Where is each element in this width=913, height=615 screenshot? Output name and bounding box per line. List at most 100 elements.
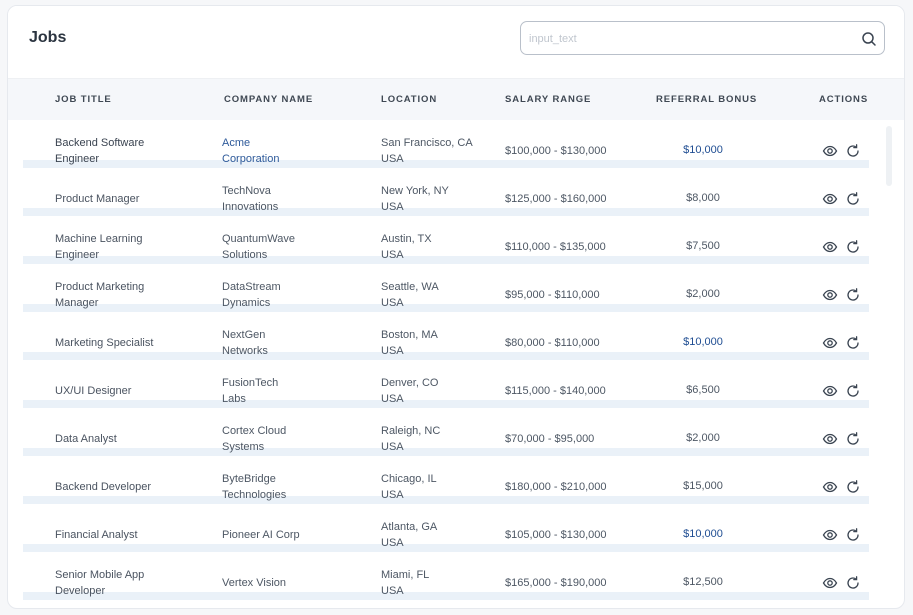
- refresh-icon[interactable]: [845, 287, 861, 303]
- column-header-salary-range[interactable]: SALARY RANGE: [505, 94, 592, 105]
- table-row[interactable]: Senior Mobile App Developer Vertex Vision M…: [23, 552, 869, 600]
- refresh-icon[interactable]: [845, 143, 861, 159]
- salary-range: $70,000 - $95,000: [505, 431, 645, 447]
- refresh-icon[interactable]: [845, 191, 861, 207]
- eye-icon[interactable]: [822, 287, 838, 303]
- referral-bonus: $8,000: [663, 190, 743, 206]
- page-title: Jobs: [29, 29, 67, 46]
- eye-icon[interactable]: [822, 575, 838, 591]
- company-name: ByteBridge Technologies: [222, 471, 342, 503]
- referral-bonus-line1: $12,500: [683, 576, 723, 588]
- salary-range-line1: $115,000 - $140,000: [505, 385, 606, 397]
- salary-range: $95,000 - $110,000: [505, 287, 645, 303]
- company-name-line2: Corporation: [222, 153, 280, 165]
- table-row[interactable]: UX/UI Designer FusionTech Labs Denver, CO US…: [23, 360, 869, 408]
- refresh-icon[interactable]: [845, 431, 861, 447]
- job-title-line1: UX/UI Designer: [55, 385, 132, 397]
- eye-icon[interactable]: [822, 431, 838, 447]
- location-line1: Austin, TX: [381, 233, 432, 245]
- table-row[interactable]: Data Analyst Cortex Cloud Systems Raleigh, …: [23, 408, 869, 456]
- eye-icon[interactable]: [822, 383, 838, 399]
- row-actions: [822, 143, 862, 159]
- table-row[interactable]: Marketing Specialist NextGen Networks Bosto…: [23, 312, 869, 360]
- company-name-line2: Technologies: [222, 489, 287, 501]
- table-row[interactable]: Backend Software Engineer Acme Corporation S…: [23, 120, 869, 168]
- referral-bonus: $10,000: [663, 526, 743, 542]
- jobs-card: Jobs JOB TITLE COMPANY NAME LOCATION SAL…: [7, 5, 905, 609]
- location-line1: Seattle, WA: [381, 281, 439, 293]
- table-row[interactable]: Product Marketing Manager DataStream Dynami…: [23, 264, 869, 312]
- job-title-line2: Engineer: [55, 153, 100, 165]
- salary-range: $115,000 - $140,000: [505, 383, 645, 399]
- job-title: Machine Learning Engineer: [55, 231, 205, 263]
- refresh-icon[interactable]: [845, 239, 861, 255]
- company-name-line2: Dynamics: [222, 297, 271, 309]
- job-title: Data Analyst: [55, 431, 205, 447]
- eye-icon[interactable]: [822, 239, 838, 255]
- job-title: Product Marketing Manager: [55, 279, 205, 311]
- company-name-line1: ByteBridge: [222, 473, 276, 485]
- row-actions: [822, 575, 862, 591]
- table-row[interactable]: Backend Developer ByteBridge Technologies C…: [23, 456, 869, 504]
- company-name-line1: TechNova: [222, 185, 271, 197]
- referral-bonus: $2,000: [663, 430, 743, 446]
- company-name[interactable]: Acme Corporation: [222, 135, 342, 167]
- salary-range: $105,000 - $130,000: [505, 527, 645, 543]
- search-icon[interactable]: [861, 31, 877, 47]
- eye-icon[interactable]: [822, 479, 838, 495]
- salary-range-line1: $165,000 - $190,000: [505, 577, 607, 589]
- column-header-referral-bonus[interactable]: REFERRAL BONUS: [656, 94, 758, 105]
- company-name: QuantumWave Solutions: [222, 231, 342, 263]
- job-title-line2: Engineer: [55, 249, 100, 261]
- location: Seattle, WA USA: [381, 279, 491, 311]
- company-name-line1: QuantumWave: [222, 233, 295, 245]
- location-line2: USA: [381, 393, 404, 405]
- search-box[interactable]: [520, 21, 885, 55]
- location-line2: USA: [381, 153, 404, 165]
- company-name-line2: Labs: [222, 393, 246, 405]
- eye-icon[interactable]: [822, 191, 838, 207]
- table-body: Backend Software Engineer Acme Corporation S…: [23, 120, 869, 608]
- column-header-actions: ACTIONS: [819, 94, 869, 105]
- refresh-icon[interactable]: [845, 335, 861, 351]
- refresh-icon[interactable]: [845, 479, 861, 495]
- scrollbar[interactable]: [886, 126, 892, 186]
- job-title: Backend Developer: [55, 479, 205, 495]
- salary-range: $180,000 - $210,000: [505, 479, 645, 495]
- eye-icon[interactable]: [822, 335, 838, 351]
- refresh-icon[interactable]: [845, 575, 861, 591]
- location-line2: USA: [381, 585, 404, 597]
- column-header-location[interactable]: LOCATION: [381, 94, 438, 105]
- job-title-line2: Developer: [55, 585, 106, 597]
- location-line1: San Francisco, CA: [381, 137, 473, 149]
- table-row[interactable]: Financial Analyst Pioneer AI Corp Atlanta,…: [23, 504, 869, 552]
- table-row[interactable]: Machine Learning Engineer QuantumWave Solut…: [23, 216, 869, 264]
- job-title-line1: Product Marketing: [55, 281, 145, 293]
- search-input[interactable]: [529, 28, 849, 50]
- row-actions: [822, 431, 862, 447]
- page-header: Jobs: [8, 6, 904, 78]
- company-name: TechNova Innovations: [222, 183, 342, 215]
- location-line2: USA: [381, 489, 404, 501]
- column-header-job-title[interactable]: JOB TITLE: [55, 94, 112, 105]
- company-name-line1: Pioneer AI Corp: [222, 529, 300, 541]
- location-line1: New York, NY: [381, 185, 449, 197]
- column-header-company-name[interactable]: COMPANY NAME: [224, 94, 314, 105]
- job-title: UX/UI Designer: [55, 383, 205, 399]
- refresh-icon[interactable]: [845, 527, 861, 543]
- location: Chicago, IL USA: [381, 471, 491, 503]
- refresh-icon[interactable]: [845, 383, 861, 399]
- salary-range: $100,000 - $130,000: [505, 143, 645, 159]
- table-row[interactable]: Product Manager TechNova Innovations New Yo…: [23, 168, 869, 216]
- job-title-line1: Senior Mobile App: [55, 569, 145, 581]
- eye-icon[interactable]: [822, 143, 838, 159]
- eye-icon[interactable]: [822, 527, 838, 543]
- job-title-line1: Marketing Specialist: [55, 337, 154, 349]
- company-name-line2: Networks: [222, 345, 268, 357]
- salary-range-line1: $80,000 - $110,000: [505, 337, 600, 349]
- salary-range-line1: $180,000 - $210,000: [505, 481, 607, 493]
- salary-range-line1: $105,000 - $130,000: [505, 529, 607, 541]
- company-name: Pioneer AI Corp: [222, 527, 342, 543]
- referral-bonus-line1: $10,000: [683, 336, 723, 348]
- company-name-line2: Solutions: [222, 249, 268, 261]
